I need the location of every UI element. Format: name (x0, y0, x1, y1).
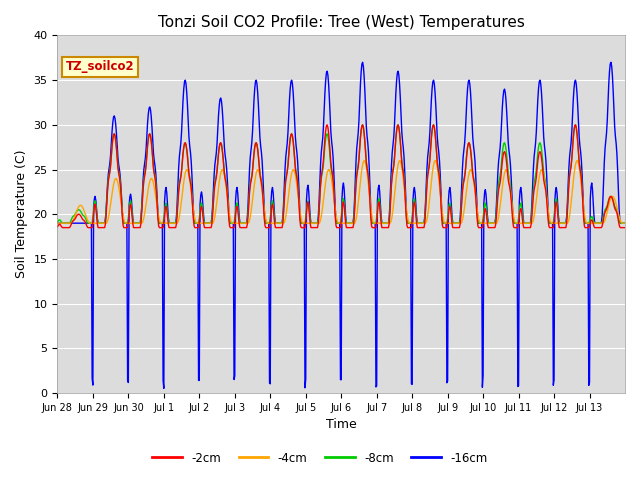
-4cm (360, 158, 368, 164)
-16cm (160, 385, 168, 391)
Y-axis label: Soil Temperature (C): Soil Temperature (C) (15, 150, 28, 278)
Text: TZ_soilco2: TZ_soilco2 (66, 60, 134, 73)
-2cm (620, 225, 628, 230)
-4cm (252, 170, 260, 176)
-8cm (620, 220, 628, 226)
X-axis label: Time: Time (326, 419, 356, 432)
-4cm (400, 183, 408, 189)
-4cm (120, 217, 128, 223)
-8cm (275, 220, 282, 226)
-4cm (274, 220, 282, 226)
-16cm (359, 60, 367, 65)
-16cm (275, 220, 282, 226)
Title: Tonzi Soil CO2 Profile: Tree (West) Temperatures: Tonzi Soil CO2 Profile: Tree (West) Temp… (158, 15, 525, 30)
-4cm (54, 220, 61, 226)
-8cm (359, 122, 367, 128)
-2cm (225, 216, 233, 222)
-8cm (401, 184, 408, 190)
-16cm (120, 220, 128, 226)
Line: -4cm: -4cm (58, 161, 624, 223)
-2cm (121, 225, 129, 230)
-2cm (253, 142, 260, 148)
Line: -8cm: -8cm (58, 125, 624, 223)
-8cm (225, 212, 233, 218)
-16cm (54, 220, 61, 226)
Line: -16cm: -16cm (58, 62, 624, 388)
-8cm (253, 142, 260, 147)
-16cm (225, 209, 233, 215)
-2cm (54, 224, 61, 230)
-8cm (60, 220, 67, 226)
-8cm (54, 219, 61, 225)
-2cm (401, 187, 408, 192)
-2cm (433, 150, 440, 156)
-16cm (620, 220, 628, 226)
-16cm (253, 81, 260, 87)
-8cm (433, 149, 440, 155)
-2cm (60, 225, 67, 230)
-16cm (401, 169, 408, 175)
-8cm (121, 220, 129, 226)
Legend: -2cm, -4cm, -8cm, -16cm: -2cm, -4cm, -8cm, -16cm (148, 447, 492, 469)
-16cm (433, 119, 440, 125)
Line: -2cm: -2cm (58, 125, 624, 228)
-2cm (323, 122, 331, 128)
-2cm (275, 225, 282, 230)
-4cm (620, 220, 628, 226)
-4cm (224, 201, 232, 207)
-4cm (432, 158, 440, 164)
